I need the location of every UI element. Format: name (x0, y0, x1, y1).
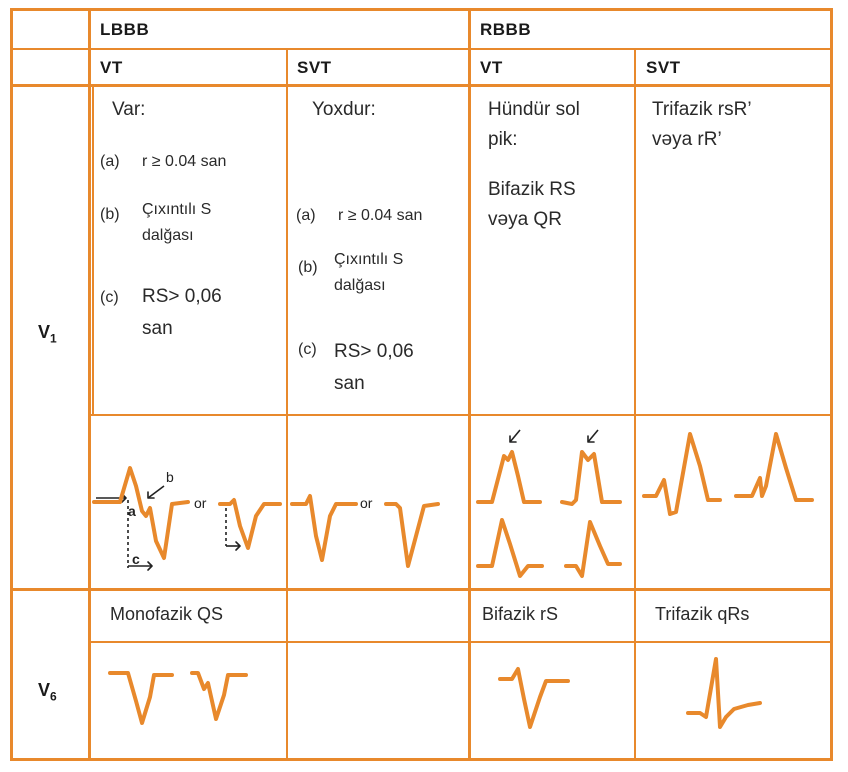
v6-rbbb-svt-label: Trifazik qRs (655, 604, 750, 624)
lead-label-v1: V1 (38, 322, 57, 346)
header-lbbb: LBBB (100, 20, 150, 39)
grid-line (90, 414, 833, 416)
grid-line (10, 84, 833, 87)
criterion-text: dalğası (334, 277, 386, 294)
lbbb-svt-title: Yoxdur: (312, 99, 376, 120)
rbbb-svt-text: Trifazik rsR’ (652, 99, 752, 120)
header-rbbb-svt: SVT (646, 58, 681, 77)
criterion-text: Çıxıntılı S (334, 251, 404, 268)
criterion-text: dalğası (142, 227, 194, 244)
criterion-mark: (c) (100, 289, 119, 306)
grid-line (634, 50, 636, 761)
ecg-lbbb-vt-v1: a b c or (92, 466, 282, 571)
grid-line (92, 86, 94, 415)
ecg-rbbb-svt-v1 (642, 432, 814, 516)
marker-c: c (132, 551, 140, 567)
ecg-rbbb-vt-v1 (476, 429, 622, 578)
criterion-mark: (a) (296, 207, 316, 224)
grid-line (88, 8, 91, 761)
rbbb-svt-text: vəya rR’ (652, 129, 722, 150)
rbbb-vt-text: vəya QR (488, 209, 562, 230)
comparison-table (10, 8, 833, 761)
header-lbbb-vt: VT (100, 58, 123, 77)
criterion-text: r ≥ 0.04 san (338, 207, 423, 224)
ecg-rbbb-svt-v6 (686, 657, 762, 729)
criterion-text: san (334, 373, 365, 394)
grid-line (10, 588, 833, 591)
header-lbbb-svt: SVT (297, 58, 332, 77)
header-rbbb-vt: VT (480, 58, 503, 77)
or-label: or (360, 495, 373, 511)
criterion-mark: (b) (298, 259, 318, 276)
ecg-lbbb-vt-v6 (108, 671, 248, 725)
rbbb-vt-text: pik: (488, 129, 518, 150)
grid-line (286, 50, 288, 761)
rbbb-vt-text: Hündür sol (488, 99, 580, 120)
v6-lbbb-vt-label: Monofazik QS (110, 604, 224, 624)
ecg-lbbb-svt-v1: or (290, 494, 440, 568)
criterion-text: Çıxıntılı S (142, 201, 212, 218)
or-label: or (194, 495, 207, 511)
criterion-text: r ≥ 0.04 san (142, 153, 227, 170)
criterion-mark: (a) (100, 153, 120, 170)
criterion-mark: (b) (100, 206, 120, 223)
criterion-text: RS> 0,06 (334, 341, 414, 362)
marker-b: b (166, 469, 174, 485)
criterion-text: san (142, 318, 173, 339)
header-rbbb: RBBB (480, 20, 532, 39)
criterion-mark: (c) (298, 341, 317, 358)
v6-rbbb-vt-label: Bifazik rS (482, 604, 559, 624)
lbbb-vt-title: Var: (112, 99, 146, 120)
grid-line (10, 48, 833, 50)
lead-label-v6: V6 (38, 680, 57, 704)
rbbb-vt-text: Bifazik RS (488, 179, 576, 200)
marker-a: a (128, 503, 136, 519)
grid-line (468, 8, 471, 761)
ecg-rbbb-vt-v6 (498, 667, 570, 729)
grid-line (90, 641, 833, 643)
criterion-text: RS> 0,06 (142, 286, 222, 307)
